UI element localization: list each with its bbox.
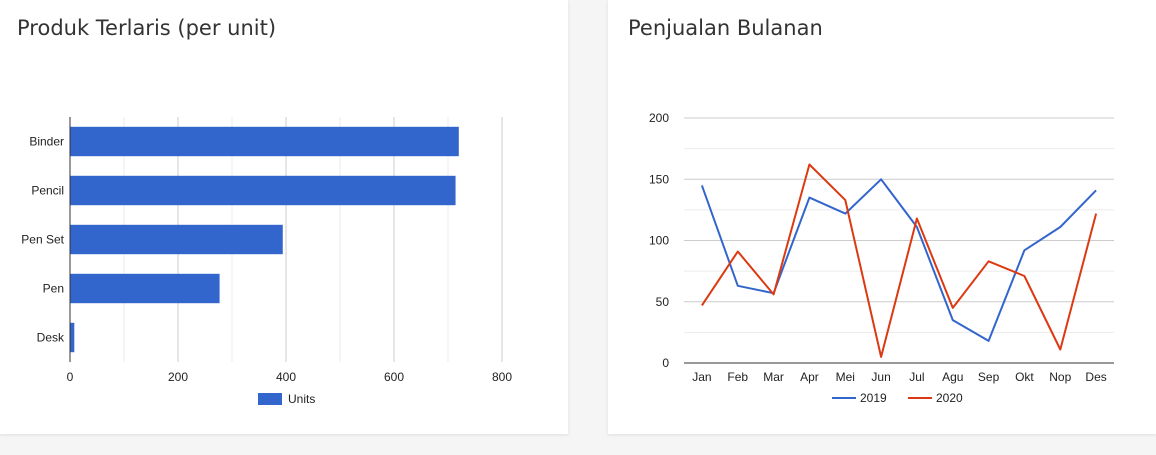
y-tick-label: 0 (662, 356, 669, 370)
y-category-label: Desk (37, 331, 65, 345)
bar-chart-card: Produk Terlaris (per unit) 0 200 400 600 800… (0, 0, 568, 434)
y-tick-label: 200 (649, 111, 669, 125)
legend-label: 2019 (860, 391, 887, 405)
x-tick-label: Sep (978, 370, 1000, 384)
x-tick-label: 800 (492, 370, 512, 384)
x-tick-label: 0 (67, 370, 74, 384)
legend-label: 2020 (936, 391, 963, 405)
bar (70, 273, 220, 304)
line-chart-title: Penjualan Bulanan (628, 16, 823, 40)
y-category-label: Pen Set (21, 233, 64, 247)
series-line-2020 (701, 163, 1098, 358)
x-tick-label: Feb (727, 370, 748, 384)
x-tick-label: Jul (909, 370, 924, 384)
bar-chart: 0 200 400 600 800 Binder Pencil Pen Set Pen Desk U… (21, 117, 512, 406)
x-tick-label: Nop (1049, 370, 1071, 384)
x-tick-label: Jan (692, 370, 711, 384)
bar (70, 322, 75, 353)
line-chart: 0 50 100 150 200 Jan Feb Mar Apr Mei Jun Jul Agu Sep O… (649, 111, 1114, 405)
legend-label: Units (288, 392, 315, 406)
y-tick-label: 150 (649, 172, 669, 186)
y-tick-label: 50 (656, 295, 670, 309)
line-chart-card: Penjualan Bulanan 0 50 100 150 200 Jan Feb Mar A… (608, 0, 1156, 434)
x-tick-label: 200 (168, 370, 188, 384)
x-tick-label: Apr (800, 370, 819, 384)
x-tick-label: Mar (763, 370, 784, 384)
x-tick-label: Mei (836, 370, 855, 384)
bar-chart-title: Produk Terlaris (per unit) (17, 16, 277, 40)
y-category-label: Binder (29, 135, 64, 149)
y-category-label: Pencil (31, 184, 64, 198)
x-tick-label: 400 (276, 370, 296, 384)
series-line-2019 (700, 178, 1097, 342)
x-tick-label: Jun (871, 370, 890, 384)
x-tick-label: Agu (942, 370, 963, 384)
y-tick-label: 100 (649, 234, 669, 248)
x-tick-label: 600 (384, 370, 404, 384)
x-tick-label: Des (1085, 370, 1106, 384)
bar (70, 224, 283, 255)
y-category-label: Pen (43, 282, 64, 296)
x-tick-label: Okt (1015, 370, 1034, 384)
bar (70, 175, 456, 206)
bar (70, 126, 459, 157)
legend-swatch (258, 393, 282, 405)
